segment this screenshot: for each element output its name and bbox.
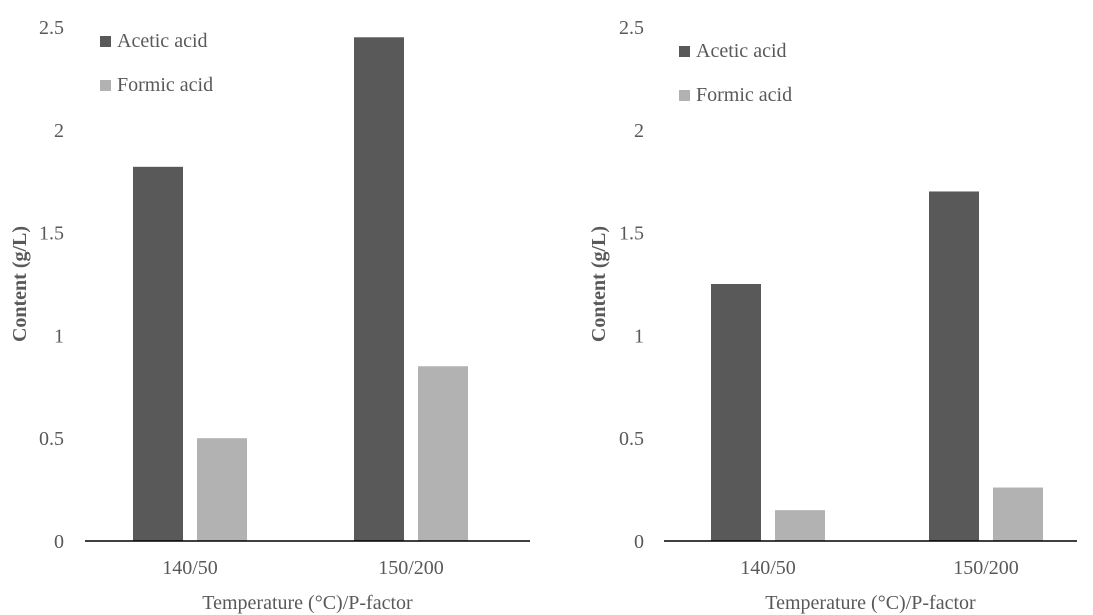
- chart-right: 0 0.5 1 1.5 2 2.5 140/50 150/200 Temperature (°C…: [588, 17, 1077, 614]
- bar-acetic-acid: [354, 37, 404, 541]
- x-axis-title: Temperature (°C)/P-factor: [202, 592, 413, 614]
- legend-label: Formic acid: [696, 84, 792, 106]
- y-tick-label: 2.5: [39, 17, 64, 39]
- bar-acetic-acid: [711, 284, 761, 541]
- x-tick-label: 150/200: [378, 557, 444, 579]
- legend-label: Formic acid: [117, 74, 213, 96]
- y-tick-label: 1.5: [39, 223, 64, 245]
- y-tick-label: 1.5: [619, 223, 644, 245]
- y-tick-label: 0.5: [619, 428, 644, 450]
- x-tick-label: 150/200: [953, 557, 1019, 579]
- bar-formic-acid: [418, 366, 468, 541]
- legend-label: Acetic acid: [696, 40, 787, 62]
- y-axis-title: Content (g/L): [9, 226, 31, 342]
- bar-acetic-acid: [133, 166, 183, 542]
- y-tick-label: 2: [54, 120, 64, 142]
- y-tick-label: 0: [54, 531, 64, 553]
- x-tick-label: 140/50: [162, 557, 218, 579]
- y-tick-label: 0: [634, 531, 644, 553]
- legend-swatch-acetic-acid: [679, 46, 690, 57]
- y-tick-label: 0.5: [39, 428, 64, 450]
- legend-swatch-formic-acid: [679, 90, 690, 101]
- y-axis-title: Content (g/L): [588, 226, 610, 342]
- y-tick-label: 2.5: [619, 17, 644, 39]
- chart-left: 0 0.5 1 1.5 2 2.5 140/50 150/200 Temperature (°C…: [9, 17, 530, 614]
- x-axis-title: Temperature (°C)/P-factor: [765, 592, 976, 614]
- legend-swatch-acetic-acid: [100, 36, 111, 47]
- bar-formic-acid: [197, 438, 247, 541]
- bar-formic-acid: [993, 487, 1043, 541]
- y-tick-label: 1: [54, 325, 64, 347]
- legend-label: Acetic acid: [117, 30, 208, 52]
- legend-swatch-formic-acid: [100, 80, 111, 91]
- bar-formic-acid: [775, 510, 825, 541]
- bar-acetic-acid: [929, 191, 979, 542]
- x-tick-label: 140/50: [740, 557, 796, 579]
- y-tick-label: 1: [634, 325, 644, 347]
- y-tick-label: 2: [634, 120, 644, 142]
